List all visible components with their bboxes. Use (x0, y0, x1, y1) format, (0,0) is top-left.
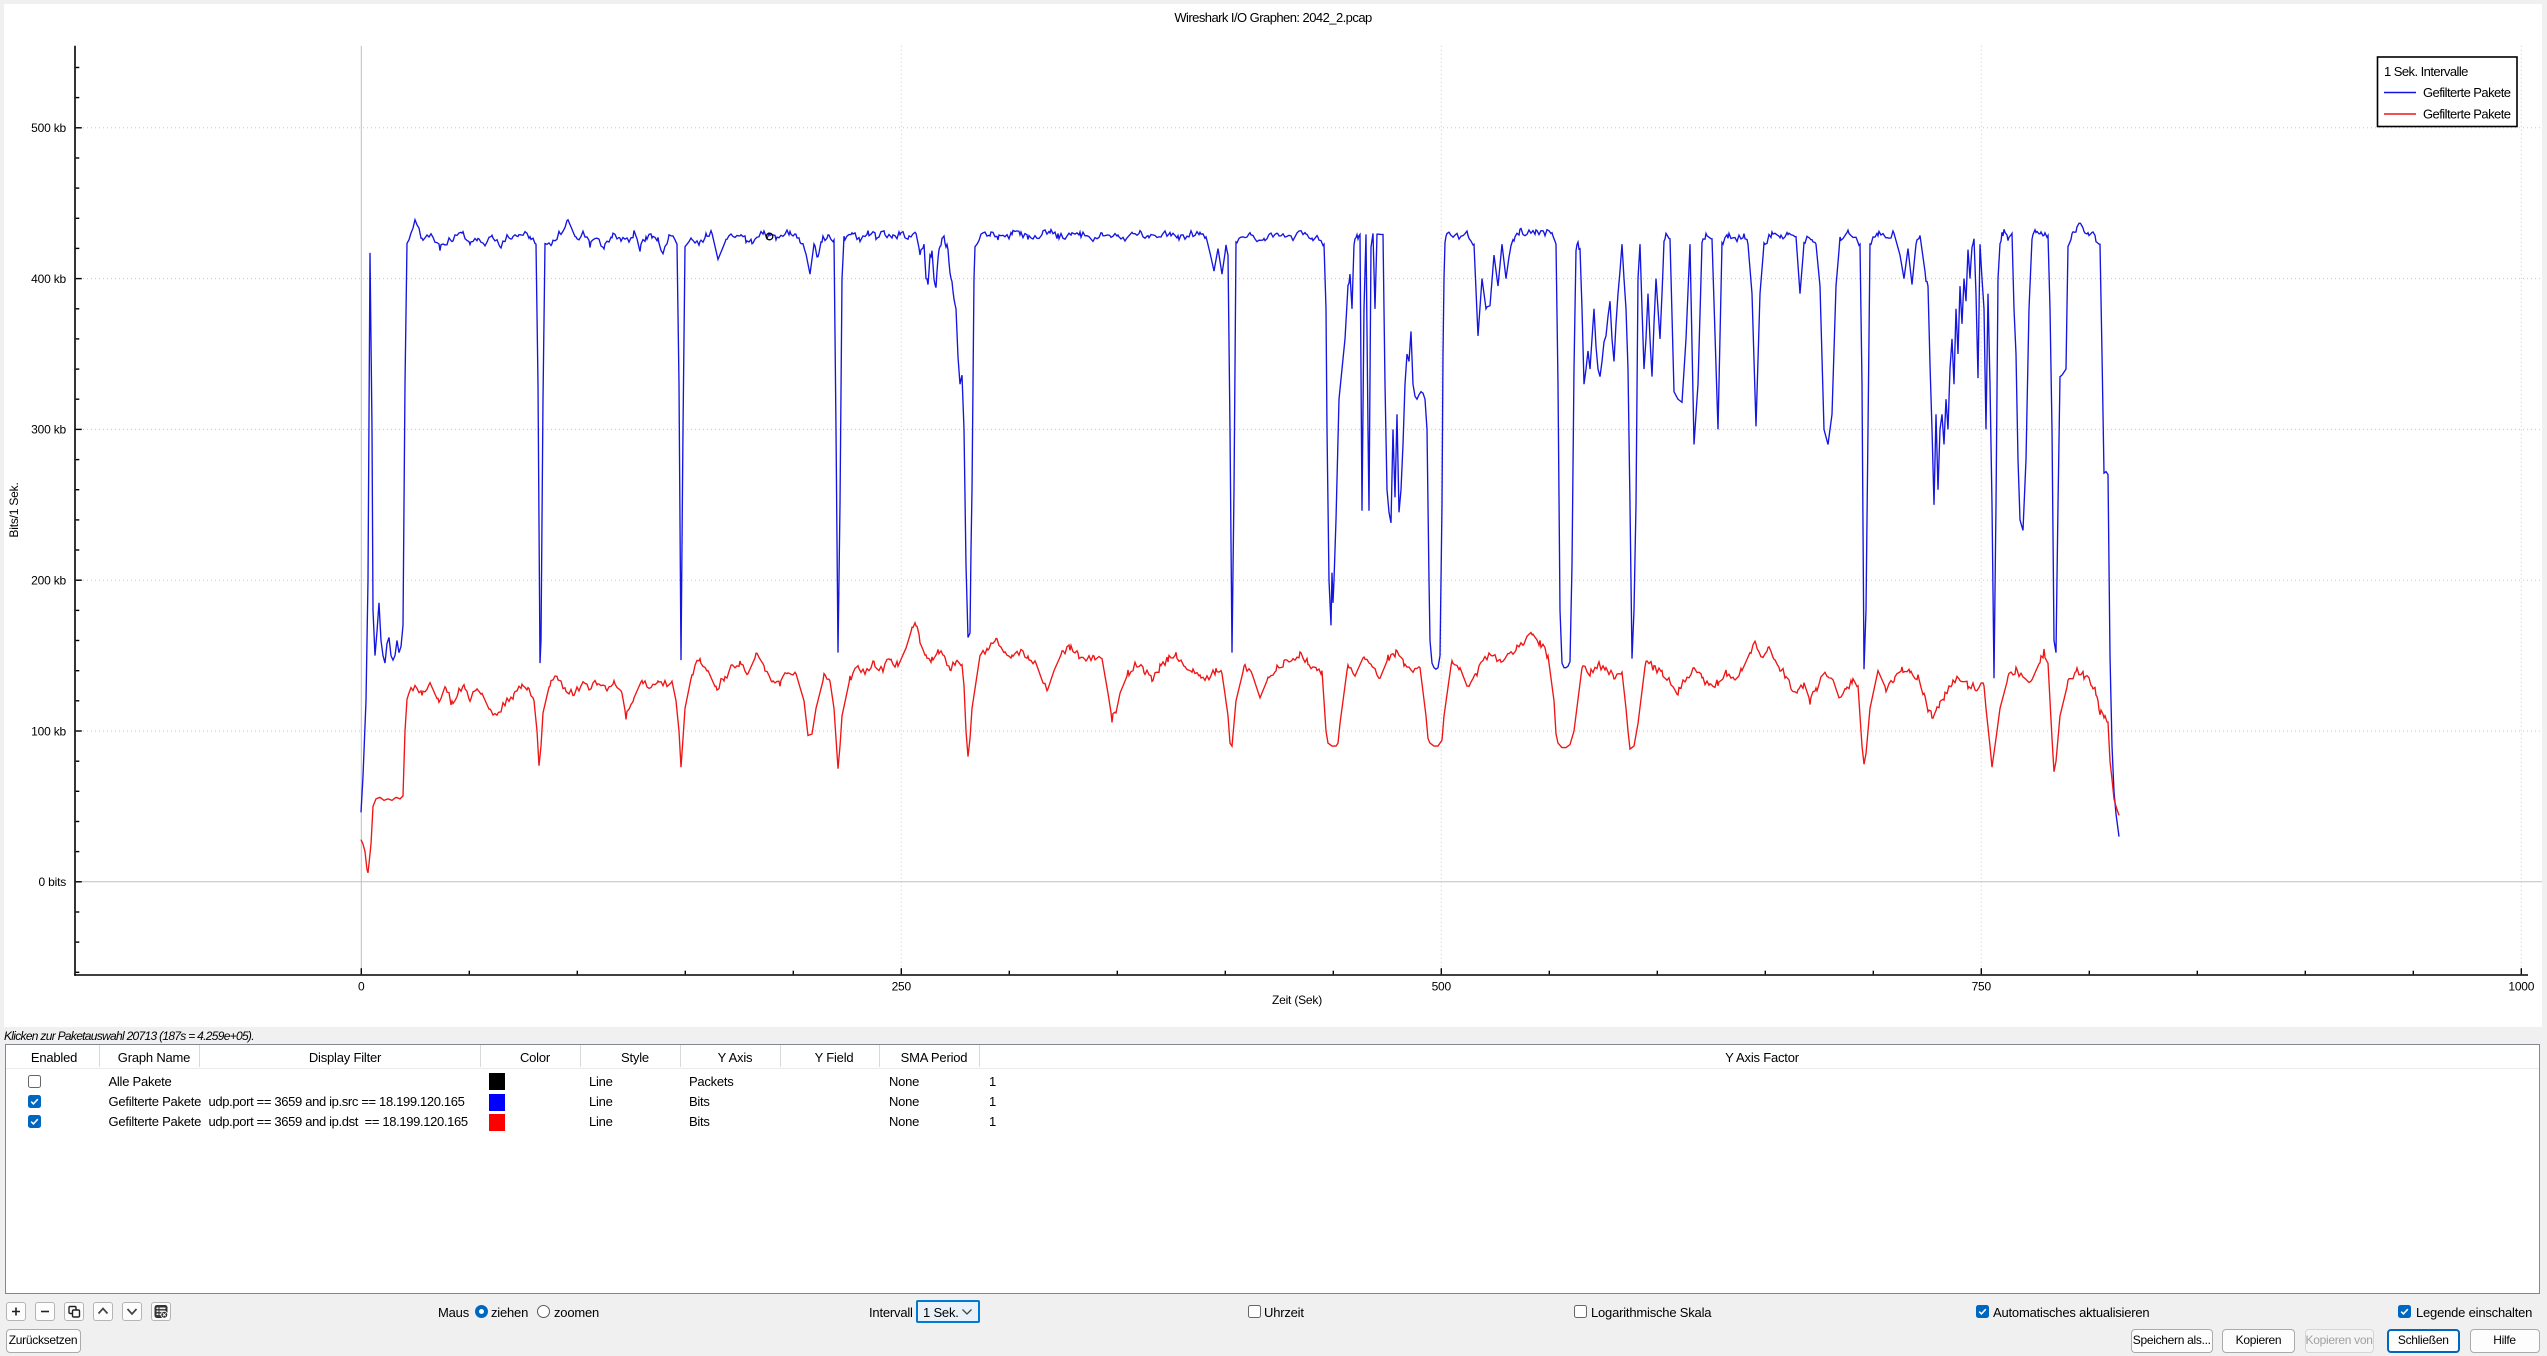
svg-text:750: 750 (1972, 980, 1992, 994)
svg-text:Gefilterte Pakete: Gefilterte Pakete (2423, 85, 2511, 100)
svg-text:1 Sek. Intervalle: 1 Sek. Intervalle (2384, 64, 2468, 79)
svg-text:250: 250 (892, 980, 912, 994)
svg-text:500 kb: 500 kb (31, 121, 66, 135)
svg-text:Gefilterte Pakete: Gefilterte Pakete (2423, 107, 2511, 122)
svg-text:400 kb: 400 kb (31, 272, 66, 286)
svg-text:100 kb: 100 kb (31, 724, 66, 738)
svg-text:Bits/1 Sek.: Bits/1 Sek. (7, 482, 21, 537)
svg-text:0: 0 (358, 980, 365, 994)
svg-text:0 bits: 0 bits (39, 875, 67, 889)
svg-text:300 kb: 300 kb (31, 423, 66, 437)
svg-text:Wireshark I/O Graphen: 2042_2.: Wireshark I/O Graphen: 2042_2.pcap (1174, 10, 1372, 25)
svg-text:500: 500 (1432, 980, 1452, 994)
svg-text:Zeit (Sek): Zeit (Sek) (1272, 993, 1322, 1007)
svg-text:1000: 1000 (2508, 980, 2534, 994)
svg-text:200 kb: 200 kb (31, 574, 66, 588)
